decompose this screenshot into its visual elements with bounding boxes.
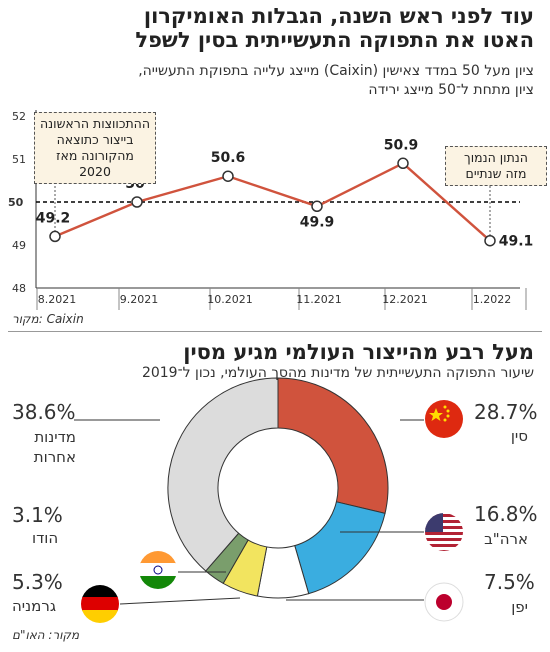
- top-subtitle-line2: ציון מתחת ל־50 מייצג ירידה: [368, 82, 534, 98]
- data-label: 49.1: [499, 234, 534, 250]
- donut-chart: [74, 377, 424, 605]
- y-tick-label: 48: [12, 282, 26, 295]
- other-percent: 38.6%: [12, 400, 76, 424]
- usa-percent: 16.8%: [474, 502, 538, 526]
- china-flag-icon: [425, 400, 463, 438]
- x-tick-label: 8.2021: [38, 293, 77, 306]
- bottom-chart-subtitle: שיעור התפוקה התעשייתית של מדינות מהסך הע…: [141, 365, 534, 381]
- top-subtitle-line1: ציון מעל 50 במדד צאישין (Caixin) מייצג ע…: [138, 63, 534, 79]
- x-tick-label: 12.2021: [382, 293, 428, 306]
- china-percent: 28.7%: [474, 400, 538, 424]
- data-point: [484, 234, 496, 247]
- x-tick-label: 10.2021: [207, 293, 253, 306]
- bottom-chart-title: מעל רבע מהייצור העולמי מגיע מסין: [183, 340, 534, 364]
- x-tick-label: 9.2021: [120, 293, 159, 306]
- germany-flag-icon: [81, 585, 119, 623]
- data-point: [397, 157, 409, 170]
- top-source: מקור: Caixin: [12, 312, 84, 326]
- china-label: סין: [510, 427, 528, 445]
- data-point: [311, 200, 323, 213]
- slice-other: [167, 377, 279, 572]
- top-title-line2: האטו את התפוקה התעשייתית בסין לשפל: [135, 28, 534, 52]
- data-label: 49.2: [36, 210, 71, 226]
- japan-percent: 7.5%: [484, 570, 535, 594]
- usa-flag-icon: [425, 513, 463, 551]
- x-tick-label: 1.2022: [473, 293, 512, 306]
- other-label-line1: מדינות: [34, 428, 76, 446]
- annotation-first-line1: ההתכווצות הראשונה: [40, 116, 150, 131]
- annotation-lowest: הנתון הנמוך מזה שנתיים: [445, 146, 547, 186]
- germany-label: גרמניה: [12, 597, 56, 615]
- slice-china: [277, 377, 389, 514]
- india-label: הודו: [32, 529, 59, 547]
- section-divider: [8, 331, 542, 332]
- annotation-lowest-line2: מזה שנתיים: [465, 166, 527, 181]
- india-flag-icon: [139, 551, 177, 589]
- data-label: 50.6: [211, 150, 246, 166]
- leader-germany: [119, 597, 241, 605]
- y-tick-label: 50: [8, 196, 24, 209]
- line-chart: 48 49 50 51 52 8.2021 9.2021 10.2021 11.2021 12.2…: [8, 110, 533, 310]
- india-percent: 3.1%: [12, 503, 63, 527]
- data-label: 50.9: [384, 137, 419, 153]
- y-tick-label: 52: [12, 110, 26, 123]
- top-title-line1: עוד לפני ראש השנה, הגבלות האומיקרון: [143, 4, 534, 28]
- japan-flag-icon: [424, 582, 464, 622]
- usa-label: ארה"ב: [484, 530, 528, 548]
- germany-percent: 5.3%: [12, 570, 63, 594]
- series-line: [54, 161, 491, 242]
- data-label: 49.9: [300, 214, 335, 230]
- data-point: [131, 196, 143, 208]
- other-label: מדינות אחרות: [12, 427, 76, 467]
- y-tick-label: 51: [12, 153, 26, 166]
- x-tick-label: 11.2021: [296, 293, 342, 306]
- japan-label: יפן: [511, 598, 528, 616]
- y-tick-label: 49: [12, 239, 26, 252]
- top-chart-subtitle: ציון מעל 50 במדד צאישין (Caixin) מייצג ע…: [14, 62, 534, 100]
- annotation-lowest-line1: הנתון הנמוך: [464, 150, 528, 165]
- annotation-first-line2: בייצור כתוצאה: [56, 132, 134, 147]
- top-chart-title: עוד לפני ראש השנה, הגבלות האומיקרון האטו…: [14, 4, 534, 52]
- bottom-source: מקור: האו"ם: [12, 628, 80, 642]
- data-point: [49, 230, 61, 243]
- data-point: [222, 170, 234, 182]
- annotation-first-contraction: ההתכווצות הראשונה בייצור כתוצאה מהקורונה…: [34, 112, 156, 184]
- slice-usa: [294, 501, 386, 595]
- other-label-line2: אחרות: [33, 448, 76, 466]
- annotation-first-line3: מהקורונה מאז 2020: [56, 148, 134, 179]
